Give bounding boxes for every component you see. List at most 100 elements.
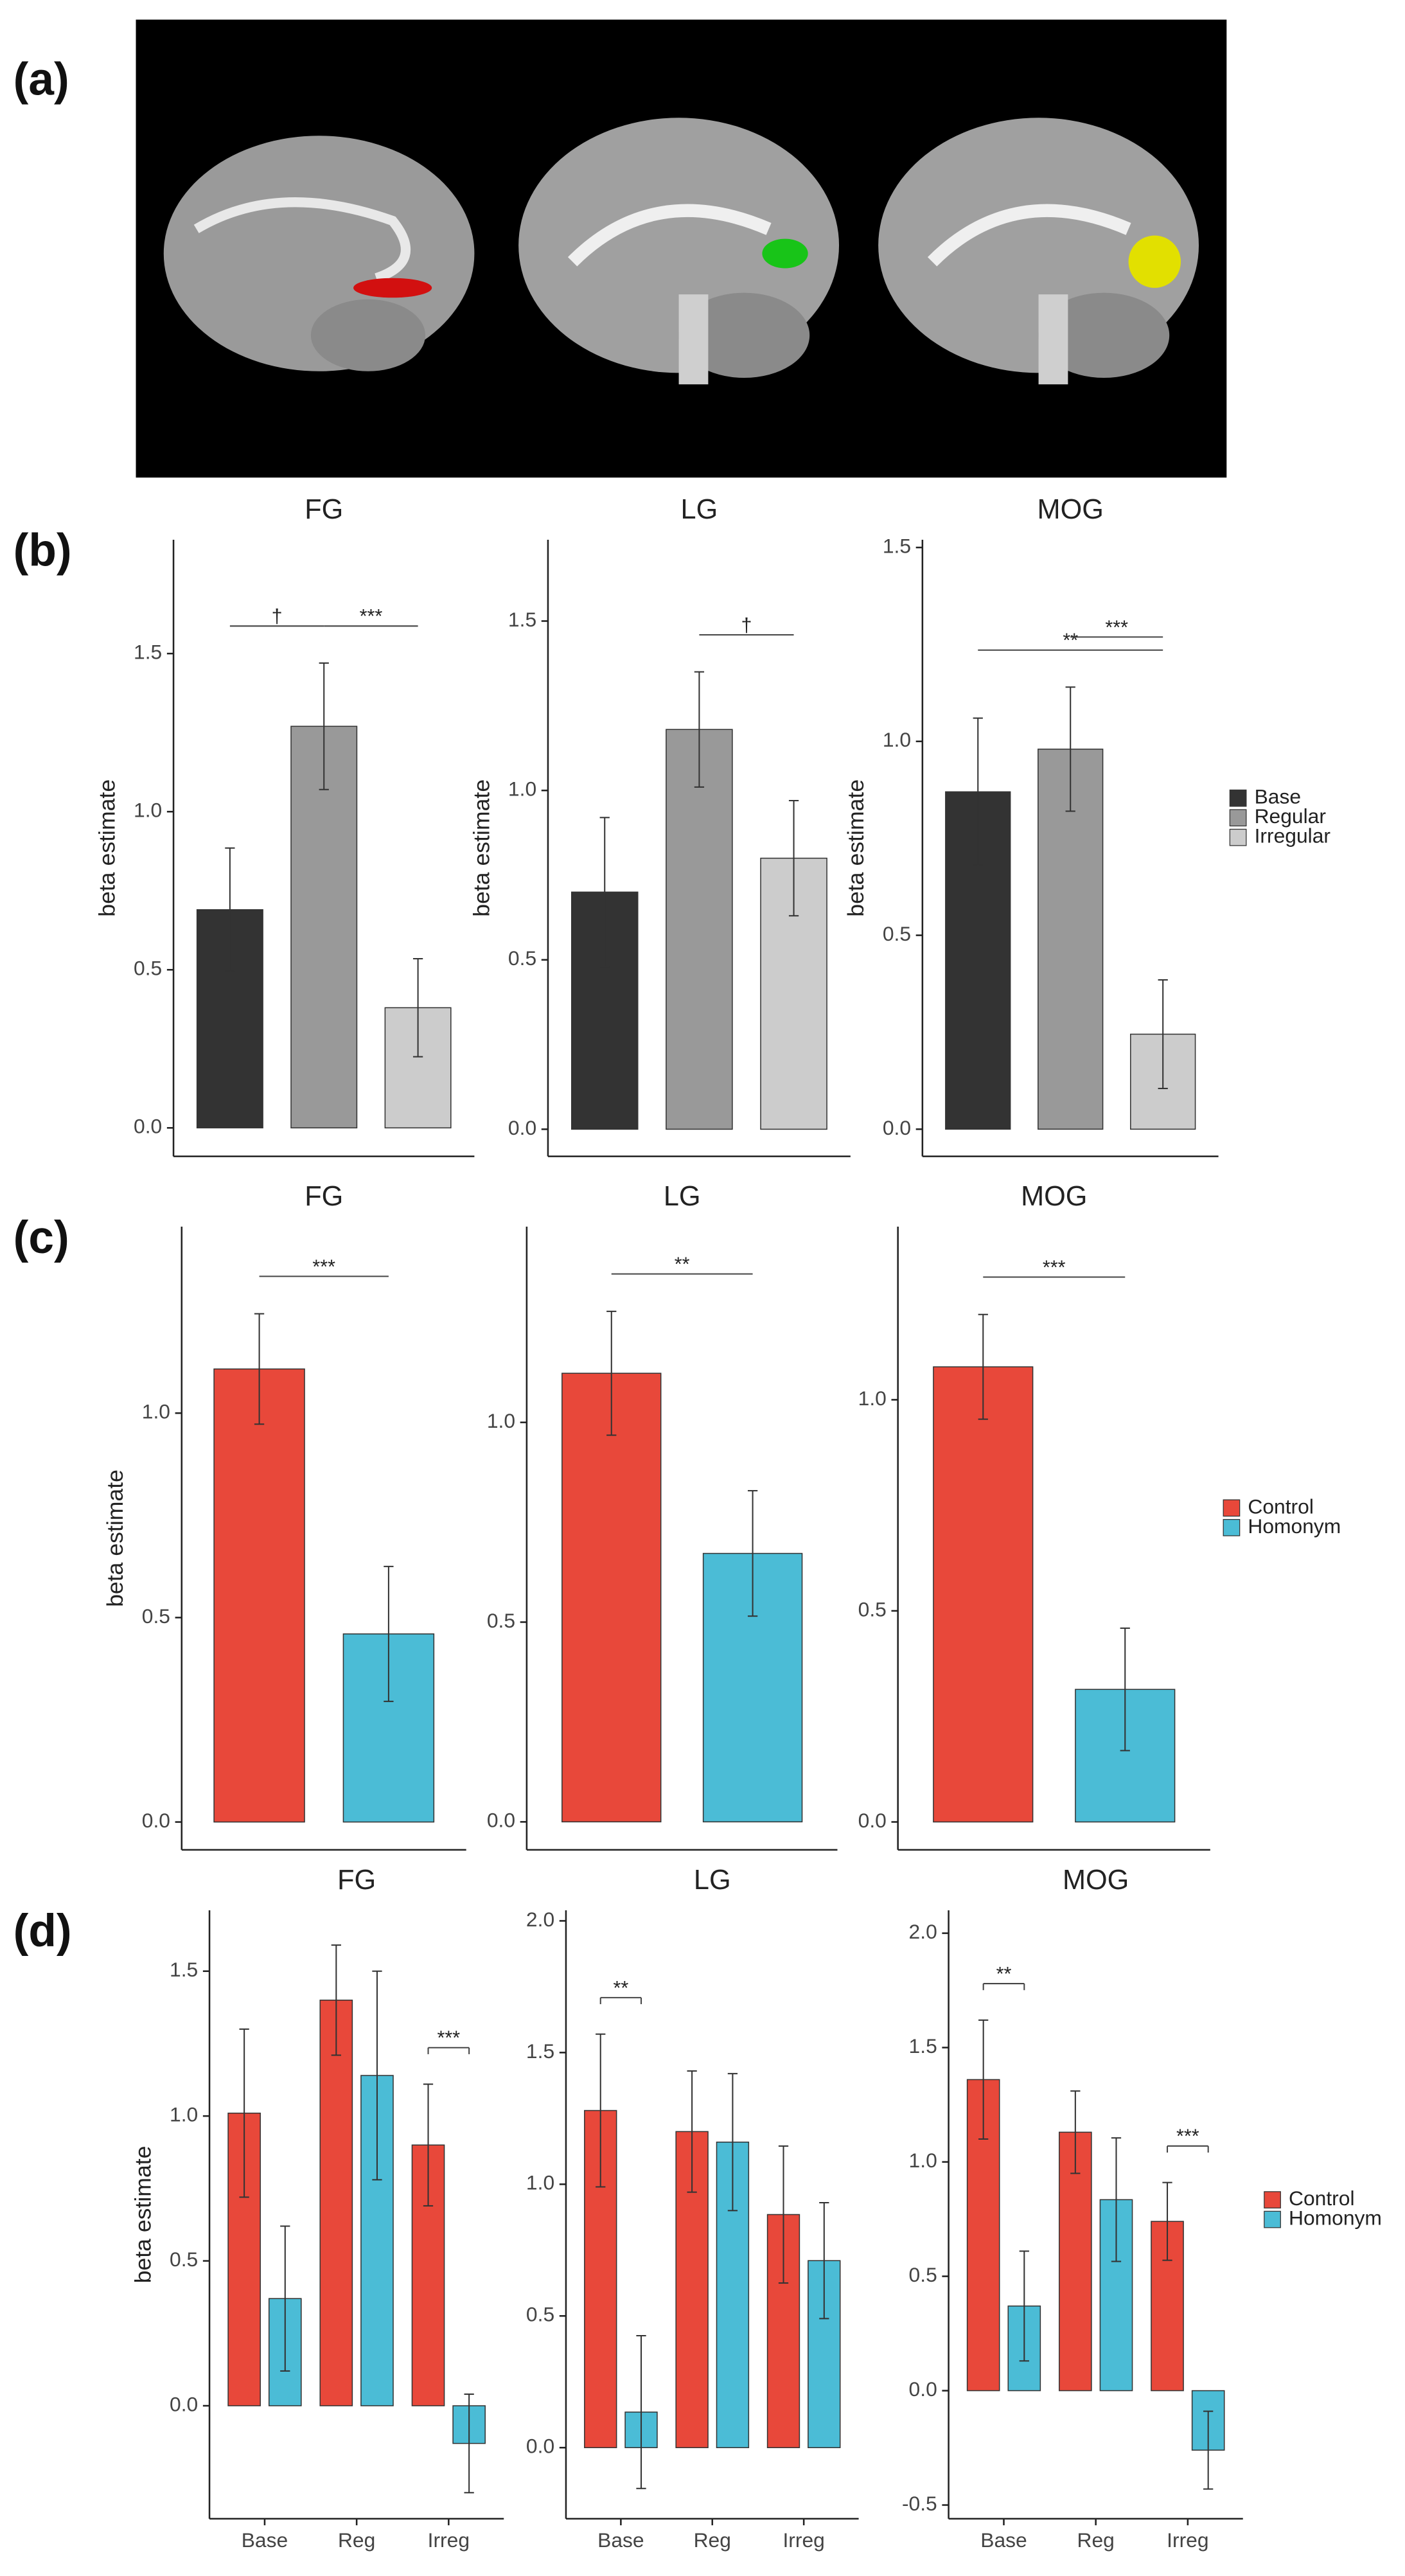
error-bar — [636, 2335, 646, 2489]
white-matter — [193, 197, 411, 283]
panel-label: (b) — [13, 525, 72, 576]
y-tick-label: 1.0 — [858, 1387, 887, 1410]
white-matter — [927, 204, 1131, 267]
y-tick-label: 0.0 — [526, 2435, 554, 2458]
y-tick-label: 0.5 — [883, 922, 911, 945]
panel-label: (d) — [13, 1905, 72, 1957]
y-tick-label: 0.5 — [858, 1597, 887, 1621]
x-tick-label: Base — [980, 2528, 1027, 2552]
error-bar — [464, 2394, 474, 2494]
chart-title: FG — [305, 494, 343, 525]
y-tick-label: 0.0 — [487, 1809, 515, 1832]
y-tick-label: 1.5 — [170, 1958, 198, 1981]
bar — [1059, 2131, 1092, 2392]
panel-label: (a) — [13, 54, 69, 105]
y-tick-label: 1.0 — [487, 1409, 515, 1432]
x-tick-label: Base — [597, 2528, 644, 2552]
chart-title: LG — [664, 1181, 701, 1212]
error-bar — [687, 2070, 697, 2193]
brainstem — [678, 294, 709, 385]
chart-title: LG — [681, 494, 718, 525]
cerebellum — [678, 292, 810, 378]
y-tick-label: 1.0 — [883, 728, 911, 751]
legend-label: Control — [1289, 2187, 1355, 2210]
cerebellum — [1038, 292, 1170, 378]
error-bar — [225, 847, 235, 972]
legend-swatch — [1264, 2210, 1281, 2228]
y-tick-label: 1.5 — [526, 2039, 554, 2063]
significance-label: ** — [1063, 630, 1078, 652]
y-tick-label: 1.0 — [909, 2149, 937, 2172]
y-axis-label: beta estimate — [102, 1470, 128, 1607]
significance-bracket — [982, 1983, 1025, 1991]
error-bar — [1019, 2250, 1029, 2362]
y-tick-label: 2.0 — [526, 1908, 554, 1931]
y-tick-label: 1.5 — [134, 641, 162, 664]
y-tick-label: -0.5 — [902, 2492, 937, 2515]
y-tick-label: 0.0 — [142, 1809, 170, 1832]
roi-mog — [1128, 235, 1181, 288]
error-bar — [694, 671, 705, 788]
y-tick-label: 1.0 — [134, 799, 162, 822]
significance-bracket — [427, 2047, 470, 2054]
significance-label: *** — [360, 605, 383, 627]
legend-label: Control — [1248, 1495, 1314, 1518]
error-bar — [1065, 686, 1075, 812]
y-tick-label: 0.5 — [134, 957, 162, 980]
y-tick-label: 0.5 — [526, 2303, 554, 2326]
significance-label: *** — [1043, 1256, 1066, 1278]
legend-label: Regular — [1255, 804, 1327, 828]
error-bar — [788, 799, 799, 917]
y-tick-label: 1.5 — [883, 534, 911, 557]
legend-label: Base — [1255, 785, 1301, 808]
significance-label: *** — [1105, 616, 1128, 638]
significance-label: † — [272, 605, 283, 627]
legend-swatch — [1223, 1499, 1241, 1517]
error-bar — [747, 1489, 758, 1617]
legend-label: Irregular — [1255, 824, 1331, 848]
bar — [319, 2000, 353, 2406]
x-tick-label: Reg — [338, 2528, 375, 2552]
error-bar — [1070, 2090, 1081, 2174]
error-bar — [412, 958, 423, 1058]
y-tick-label: 0.5 — [487, 1609, 515, 1632]
error-bar — [319, 662, 329, 790]
bar — [933, 1366, 1034, 1823]
brainstem — [1038, 294, 1068, 385]
chart-title: MOG — [1038, 494, 1104, 525]
significance-label: † — [741, 614, 752, 636]
error-bar — [778, 2145, 789, 2284]
error-bar — [331, 1944, 341, 2056]
roi-lg — [762, 238, 808, 269]
significance-label: ** — [614, 1977, 629, 1999]
error-bar — [978, 2019, 989, 2140]
white-matter — [567, 204, 772, 267]
bar — [1038, 749, 1104, 1130]
error-bar — [599, 817, 610, 968]
chart-title: FG — [337, 1865, 376, 1896]
y-tick-label: 2.0 — [909, 1920, 937, 1943]
roi-fg — [353, 278, 432, 298]
y-tick-label: 1.0 — [170, 2103, 198, 2126]
y-tick-label: 0.0 — [508, 1116, 536, 1139]
error-bar — [372, 1970, 382, 2181]
x-tick-label: Base — [242, 2528, 288, 2552]
significance-label: ** — [996, 1963, 1012, 1985]
bar — [290, 725, 358, 1129]
significance-bracket — [599, 1996, 642, 2005]
significance-label: *** — [437, 2027, 460, 2049]
legend-swatch — [1229, 809, 1247, 827]
bar — [561, 1372, 662, 1823]
y-tick-label: 0.0 — [170, 2392, 198, 2415]
significance-label: *** — [1176, 2126, 1199, 2147]
y-tick-label: 1.0 — [508, 777, 536, 801]
error-bar — [978, 1313, 988, 1420]
chart-title: LG — [694, 1865, 731, 1896]
error-bar — [1111, 2137, 1122, 2262]
legend-swatch — [1223, 1519, 1241, 1536]
y-tick-label: 0.0 — [909, 2377, 937, 2401]
chart-title: MOG — [1063, 1865, 1129, 1896]
bar — [666, 729, 733, 1130]
